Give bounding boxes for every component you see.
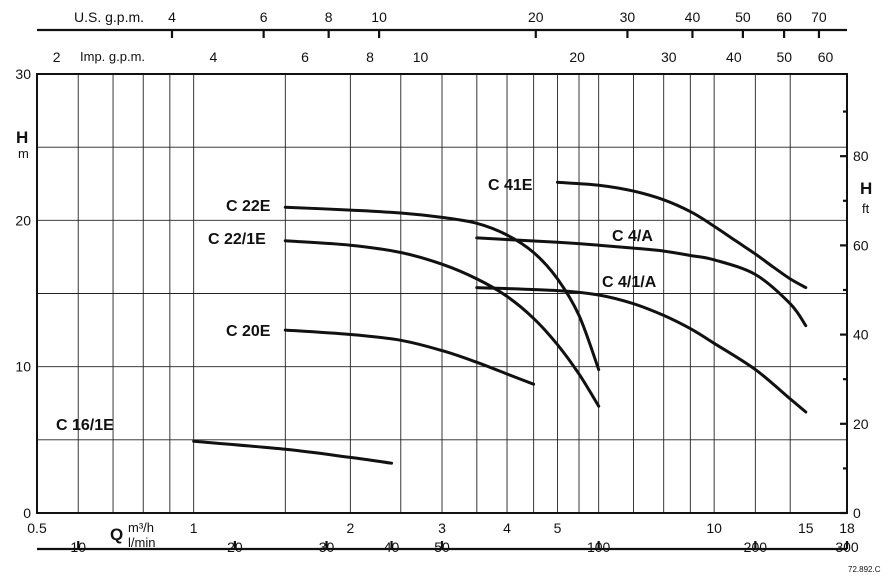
imp-gpm-tick-label: 50 [776, 49, 792, 65]
right-h-letter: H [860, 179, 872, 198]
curves: C 16/1E C 20E C 22/1E C 22E C 4/A C 4/1/A C 41… [56, 177, 808, 465]
imp-gpm-tick-label: 20 [569, 49, 585, 65]
curve-c-16-1e [192, 439, 394, 465]
q-letter: Q [110, 525, 123, 544]
drawing-reference: 72.892.C [848, 565, 881, 574]
left-unit-m: m [18, 146, 29, 161]
imp-gpm-title: Imp. g.p.m. [80, 49, 145, 64]
q-m3h-tick-label: 5 [554, 520, 562, 536]
imp-gpm-tick-label: 40 [726, 49, 742, 65]
imp-gpm-tick-label: 30 [661, 49, 677, 65]
h-m-tick-label: 10 [15, 359, 31, 375]
q-m3h-tick-label: 3 [438, 520, 446, 536]
us-gpm-tick-label: 4 [168, 9, 176, 25]
q-unit-m3h: m³/h [128, 520, 154, 535]
q-m3h-tick-label: 1 [190, 520, 198, 536]
curve-c-22e [283, 205, 601, 372]
series-label-c-20e: C 20E [226, 323, 271, 340]
series-label-c-22-1e: C 22/1E [208, 231, 266, 248]
plot-frame [36, 73, 848, 514]
tick-labels: 0.51234510151810203040501002003004681020… [15, 9, 868, 555]
series-label-c-16-1e: C 16/1E [56, 417, 114, 434]
us-gpm-tick-label: 40 [685, 9, 701, 25]
imp-gpm-tick-label: 2 [53, 49, 61, 65]
us-gpm-title: U.S. g.p.m. [74, 9, 144, 25]
curve-c-22-1e [283, 239, 601, 408]
us-gpm-tick-label: 20 [528, 9, 544, 25]
us-gpm-tick-label: 30 [620, 9, 636, 25]
q-unit-lmin: l/min [128, 535, 155, 550]
series-label-c-4-1-a: C 4/1/A [602, 274, 657, 291]
series-label-c-41e: C 41E [488, 177, 533, 194]
curve-c-20e [283, 328, 536, 386]
h-ft-tick-label: 0 [853, 505, 861, 521]
us-gpm-tick-label: 70 [811, 9, 827, 25]
h-ft-tick-label: 20 [853, 416, 869, 432]
h-ft-tick-label: 40 [853, 327, 869, 343]
curve-c-4-a [475, 236, 808, 328]
imp-gpm-tick-label: 4 [209, 49, 217, 65]
curve-c-41e [556, 180, 808, 290]
h-m-tick-label: 20 [15, 212, 31, 228]
h-m-tick-label: 30 [15, 66, 31, 82]
right-unit-ft: ft [862, 201, 870, 216]
q-m3h-tick-label: 18 [839, 520, 855, 536]
series-label-c-22e: C 22E [226, 198, 271, 215]
h-ft-tick-label: 80 [853, 148, 869, 164]
q-m3h-tick-label: 2 [346, 520, 354, 536]
q-m3h-tick-label: 4 [503, 520, 511, 536]
us-gpm-tick-label: 6 [260, 9, 268, 25]
us-gpm-tick-label: 50 [735, 9, 751, 25]
q-m3h-tick-label: 10 [706, 520, 722, 536]
h-ft-tick-label: 60 [853, 237, 869, 253]
left-h-letter: H [16, 128, 28, 147]
series-label-c-4-a: C 4/A [612, 228, 653, 245]
q-m3h-tick-label: 15 [798, 520, 814, 536]
grid [37, 74, 847, 513]
imp-gpm-tick-label: 6 [301, 49, 309, 65]
imp-gpm-tick-label: 60 [818, 49, 834, 65]
h-m-tick-label: 0 [23, 505, 31, 521]
q-m3h-tick-label: 0.5 [27, 520, 47, 536]
imp-gpm-tick-label: 8 [366, 49, 374, 65]
us-gpm-tick-label: 10 [371, 9, 387, 25]
us-gpm-tick-label: 8 [325, 9, 333, 25]
curve-c-4-1-a [475, 286, 808, 414]
us-gpm-tick-label: 60 [776, 9, 792, 25]
imp-gpm-tick-label: 10 [413, 49, 429, 65]
